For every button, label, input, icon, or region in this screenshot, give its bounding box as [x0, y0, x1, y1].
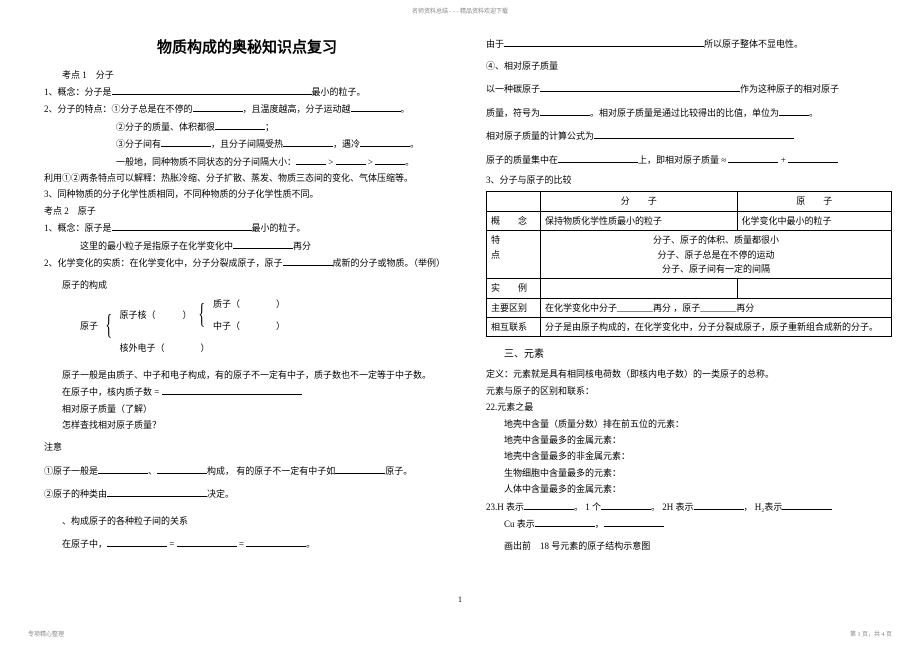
r18: 画出前 18 号元素的原子结构示意图 [486, 539, 892, 553]
blank [233, 238, 293, 249]
blank [283, 255, 333, 266]
footer-left: 专项精心整理 [28, 631, 64, 641]
r12: 地壳中含量最多的金属元素： [486, 433, 892, 447]
blank [504, 36, 704, 47]
blank [782, 499, 832, 510]
blank [375, 154, 405, 165]
r16: 23.H 表示。 1 个。 2H 表示， H₂表示 [486, 499, 892, 514]
r11: 地壳中含量（质量分数）排在前五位的元素： [486, 417, 892, 431]
row-relation: 相互联系 [487, 318, 541, 337]
r7: 3、分子与原子的比较 [486, 173, 892, 187]
blank [351, 101, 401, 112]
blank [535, 516, 595, 527]
blank [336, 154, 366, 165]
l16: 注意 [44, 440, 450, 454]
doc-title: 物质构成的奥秘知识点复习 [44, 36, 450, 60]
r8: 定义：元素就是具有相同核电荷数（即核内电子数）的一类原子的总称。 [486, 367, 892, 381]
blank [157, 463, 207, 474]
blank [335, 463, 385, 474]
page-body: 物质构成的奥秘知识点复习 考点 1 分子 1、概念：分子是最小的粒子。 2、分子… [0, 18, 920, 556]
atom-label: 原子 [80, 319, 98, 333]
row-diff: 主要区别 [487, 298, 541, 317]
r5: 相对原子质量的计算公式为 [486, 128, 892, 143]
blank [112, 84, 312, 95]
atom-structure: 原子 { 原子核（ ） { 质子（ ） 中子（ ） 核外电子（ ） [80, 297, 450, 356]
r1: 由于所以原子整体不显电性。 [486, 36, 892, 51]
row-feature: 特 点 [487, 231, 541, 279]
blank [604, 516, 664, 527]
blank [540, 81, 740, 92]
section-3: 三、元素 [486, 347, 892, 363]
footer-right: 第 1 页，共 4 页 [850, 631, 892, 641]
r4: 质量，符号为。相对原子质量是通过比较得出的比值，单位为。 [486, 105, 892, 120]
l15: 怎样查找相对原子质量？ [44, 418, 450, 432]
l3: ②分子的质量、体积都很； [44, 119, 450, 134]
blank [161, 136, 211, 147]
compare-table: 分 子 原 子 概 念 保持物质化学性质最小的粒子 化学变化中最小的粒子 特 点… [486, 191, 892, 337]
l4: ③分子间有，且分子间隔受热，遇冷。 [44, 136, 450, 151]
blank [283, 136, 333, 147]
th-atom: 原 子 [737, 192, 891, 211]
r10: 22.元素之最 [486, 400, 892, 414]
row-example: 实 例 [487, 279, 541, 298]
l13: 在原子中，核内质子数 = [44, 384, 450, 399]
row-concept: 概 念 [487, 211, 541, 230]
blank [360, 136, 410, 147]
blank [558, 152, 638, 163]
l17: ①原子一般是、构成， 有的原子不一定有中子如原子。 [44, 463, 450, 478]
blank [540, 105, 590, 116]
r17: Cu 表示， [486, 516, 892, 531]
r6: 原子的质量集中在上，即相对原子质量 ≈ + [486, 152, 892, 167]
bracket-icon: { [199, 301, 206, 329]
page-number: 1 [458, 594, 462, 607]
blank [246, 536, 306, 547]
blank [694, 499, 744, 510]
l11: 原子的构成 [44, 278, 450, 292]
right-column: 由于所以原子整体不显电性。 ④、相对原子质量 以一种碳原子作为这种原子的相对原子… [486, 36, 892, 556]
bracket-icon: { [105, 312, 112, 340]
blank [779, 105, 809, 116]
blank [728, 152, 778, 163]
l2: 2、分子的特点：①分子总是在不停的，且温度越高，分子运动越。 [44, 101, 450, 116]
l20: 在原子中， = = 。 [44, 536, 450, 551]
l19: 、构成原子的各种粒子间的关系 [44, 514, 450, 528]
blank [107, 486, 207, 497]
blank [296, 154, 326, 165]
l18: ②原子的种类由决定。 [44, 486, 450, 501]
l1: 1、概念：分子是最小的粒子。 [44, 84, 450, 99]
r15: 人体中含量最多的金属元素： [486, 482, 892, 496]
kd2: 考点 2 原子 [44, 204, 450, 218]
l6: 利用①②两条特点可以解释：热胀冷缩、分子扩散、蒸发、物质三态间的变化、气体压缩等… [44, 171, 450, 185]
l7: 3、同种物质的分子化学性质相同，不同种物质的分子化学性质不同。 [44, 187, 450, 201]
l12: 原子一般是由质子、中子和电子构成，有的原子不一定有中子，质子数也不一定等于中子数… [44, 368, 450, 382]
blank [112, 220, 252, 231]
l10: 2、化学变化的实质：在化学变化中，分子分裂成原子，原子成新的分子或物质。（举例） [44, 255, 450, 270]
r3: 以一种碳原子作为这种原子的相对原子 [486, 81, 892, 96]
r14: 生物细胞中含量最多的元素： [486, 466, 892, 480]
blank [162, 384, 302, 395]
l9: 这里的最小粒子是指原子在化学变化中再分 [44, 238, 450, 253]
r13: 地壳中含量最多的非金属元素： [486, 449, 892, 463]
l8: 1、概念：原子是最小的粒子。 [44, 220, 450, 235]
blank [107, 536, 167, 547]
blank [193, 101, 243, 112]
r9: 元素与原子的区别和联系： [486, 384, 892, 398]
kd1: 考点 1 分子 [44, 68, 450, 82]
th-molecule: 分 子 [541, 192, 738, 211]
blank [788, 152, 838, 163]
blank [215, 119, 265, 130]
left-column: 物质构成的奥秘知识点复习 考点 1 分子 1、概念：分子是最小的粒子。 2、分子… [44, 36, 450, 556]
l5: 一般地，同种物质不同状态的分子间隔大小： > > 。 [44, 154, 450, 169]
blank [594, 128, 794, 139]
blank [601, 499, 651, 510]
r2: ④、相对原子质量 [486, 59, 892, 73]
blank [524, 499, 574, 510]
blank [177, 536, 237, 547]
l14: 相对原子质量（了解） [44, 402, 450, 416]
blank [98, 463, 148, 474]
nucleus-group: 原子核（ ） { 质子（ ） 中子（ ） 核外电子（ ） [119, 297, 284, 356]
header-watermark: 名师资料总结 - - - 精品资料欢迎下载 [0, 0, 920, 18]
